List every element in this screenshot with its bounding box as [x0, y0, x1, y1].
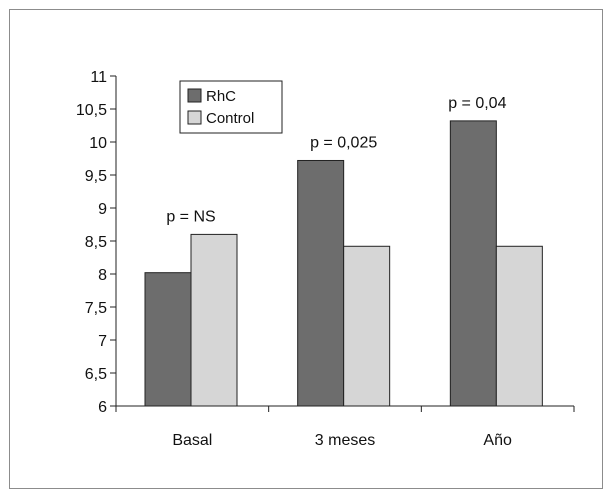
y-tick-label: 11: [90, 69, 107, 86]
legend-label-control: Control: [206, 110, 254, 127]
legend-label-rhc: RhC: [206, 88, 236, 105]
bar-rhc-2: [297, 159, 345, 407]
y-tick-label: 9,5: [85, 168, 107, 185]
p-value-annotation: p = 0,025: [310, 134, 377, 151]
legend-swatch-control: [187, 110, 202, 125]
labels-group: 6 6,5 7 7,5 8 8,5 9 9,5 10 10,5 11 Basal 3 meses Año p…: [76, 69, 512, 449]
y-tick-label: 8,5: [85, 234, 107, 251]
legend: RhC Control: [179, 80, 283, 134]
y-tick-label: 6,5: [85, 366, 107, 383]
axes-group: [110, 75, 575, 412]
y-tick-label: 6: [98, 399, 107, 416]
x-category-label: Basal: [172, 432, 212, 449]
p-value-annotation: p = NS: [166, 208, 215, 225]
p-value-annotation: p = 0,04: [448, 95, 506, 112]
bar-control-2: [343, 245, 391, 407]
x-category-label: 3 meses: [315, 432, 375, 449]
x-category-label: Año: [483, 432, 512, 449]
y-tick-label: 7,5: [85, 300, 107, 317]
chart-frame: [9, 9, 603, 489]
bars-group: [144, 120, 543, 407]
bar-control-3: [495, 245, 543, 407]
bar-rhc-3: [449, 120, 497, 407]
y-tick-label: 9: [98, 201, 107, 218]
bar-rhc-1: [144, 272, 192, 407]
y-tick-label: 10,5: [76, 102, 107, 119]
legend-swatch-rhc: [187, 88, 202, 103]
y-tick-label: 8: [98, 267, 107, 284]
y-tick-label: 7: [98, 333, 107, 350]
y-tick-label: 10: [89, 135, 107, 152]
bar-control-1: [190, 233, 238, 407]
